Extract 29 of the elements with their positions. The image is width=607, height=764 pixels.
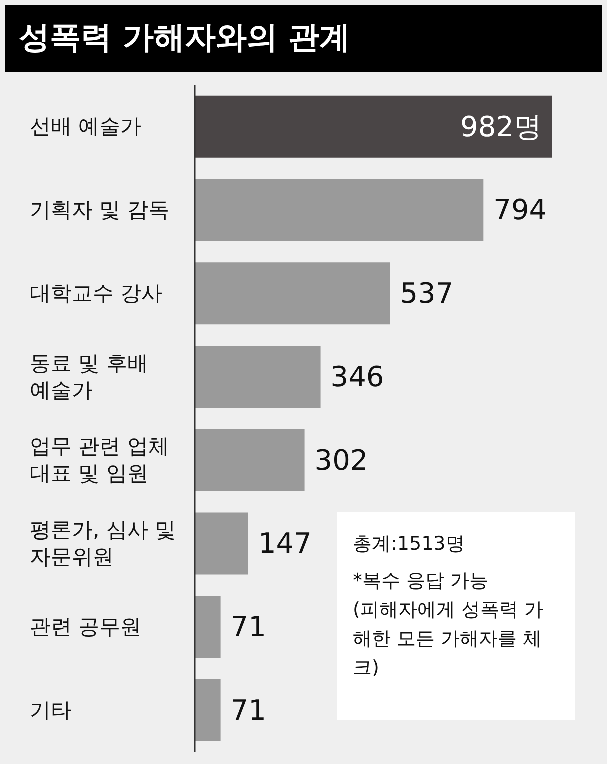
data-label: 537 — [400, 277, 454, 310]
data-label: 302 — [314, 444, 368, 477]
bar — [195, 96, 552, 158]
y-tick-label: 동료 및 후배 예술가 — [30, 351, 148, 402]
data-label: 346 — [330, 360, 384, 394]
y-tick-label: 기타 — [30, 698, 72, 722]
bar — [195, 512, 248, 575]
y-tick-label: 대학교수 강사 — [30, 281, 163, 306]
bar — [195, 679, 221, 742]
chart-title: 성폭력 가해자와의 관계 — [5, 5, 602, 72]
data-label: 794 — [494, 194, 548, 227]
data-label: 147 — [258, 527, 312, 560]
data-label: 982명 — [460, 110, 542, 144]
y-tick-label: 기획자 및 감독 — [30, 198, 170, 222]
y-tick-label: 선배 예술가 — [30, 114, 142, 139]
y-tick-label: 평론가, 심사 및 자문위원 — [30, 518, 176, 570]
data-label: 71 — [230, 610, 266, 644]
annotation: *복수 응답 가능 — [353, 569, 490, 594]
bar — [195, 596, 221, 658]
bar — [195, 179, 484, 242]
data-label: 71 — [230, 694, 266, 727]
annotation: (피해자에게 성폭력 가해한 모든 가해자를 체크) — [353, 598, 544, 681]
bar — [195, 429, 305, 492]
y-tick-label: 업무 관련 업체 대표 및 임원 — [30, 434, 170, 486]
bar — [195, 262, 390, 325]
annotation: 총계:1513명 — [353, 532, 466, 557]
y-tick-label: 관련 공무원 — [30, 614, 142, 639]
bar — [195, 346, 321, 408]
note-box: 총계:1513명 *복수 응답 가능 (피해자에게 성폭력 가해한 모든 가해자를 체크) — [337, 512, 575, 720]
